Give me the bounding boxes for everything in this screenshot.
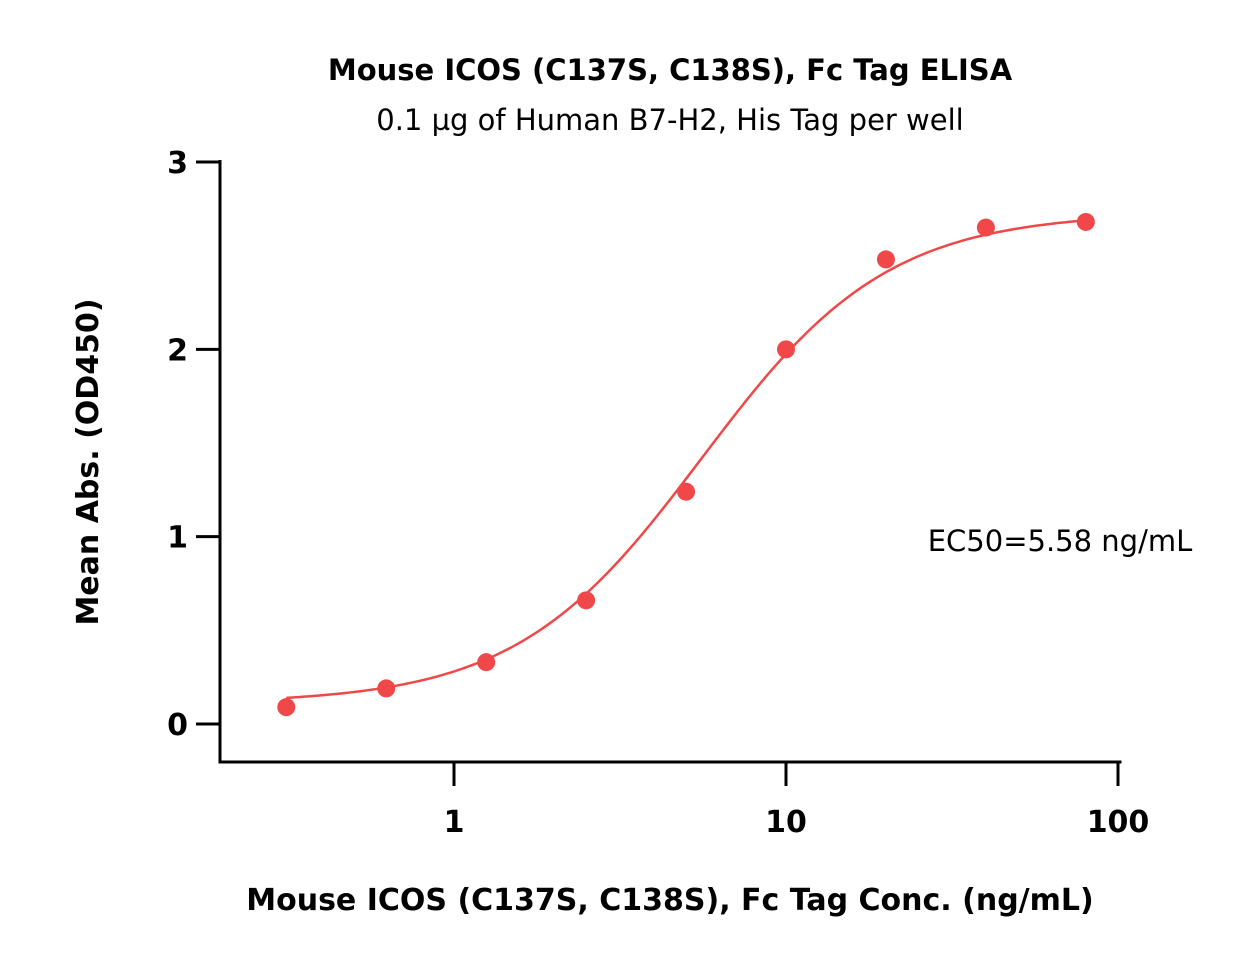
data-point bbox=[1076, 212, 1095, 231]
data-point bbox=[876, 250, 895, 269]
y-tick-label: 2 bbox=[167, 333, 188, 368]
data-points-layer bbox=[277, 212, 1095, 717]
x-axis-label: Mouse ICOS (C137S, C138S), Fc Tag Conc. … bbox=[246, 883, 1093, 918]
y-tick-label: 0 bbox=[167, 708, 188, 743]
fit-curve bbox=[286, 219, 1086, 700]
axes bbox=[218, 160, 1122, 764]
ec50-annotation: EC50=5.58 ng/mL bbox=[928, 524, 1193, 558]
x-axis-ticks: 1 10 100 bbox=[444, 762, 1150, 840]
data-point bbox=[777, 340, 795, 359]
data-point bbox=[377, 679, 396, 698]
data-point bbox=[477, 653, 496, 672]
data-point bbox=[277, 698, 296, 717]
data-point bbox=[577, 591, 596, 610]
data-point bbox=[677, 482, 696, 501]
x-tick-label: 100 bbox=[1087, 805, 1150, 840]
x-tick-label: 1 bbox=[444, 805, 465, 840]
y-axis-ticks: 0 1 2 3 bbox=[167, 146, 220, 743]
y-tick-label: 3 bbox=[167, 146, 188, 181]
y-axis-label: Mean Abs. (OD450) bbox=[71, 298, 106, 625]
data-point bbox=[976, 218, 995, 237]
chart-title: Mouse ICOS (C137S, C138S), Fc Tag ELISA bbox=[328, 53, 1013, 87]
chart-subtitle: 0.1 µg of Human B7-H2, His Tag per well bbox=[376, 103, 963, 137]
y-tick-label: 1 bbox=[167, 521, 188, 556]
fit-curve-layer bbox=[286, 219, 1086, 700]
x-tick-label: 10 bbox=[765, 805, 807, 840]
